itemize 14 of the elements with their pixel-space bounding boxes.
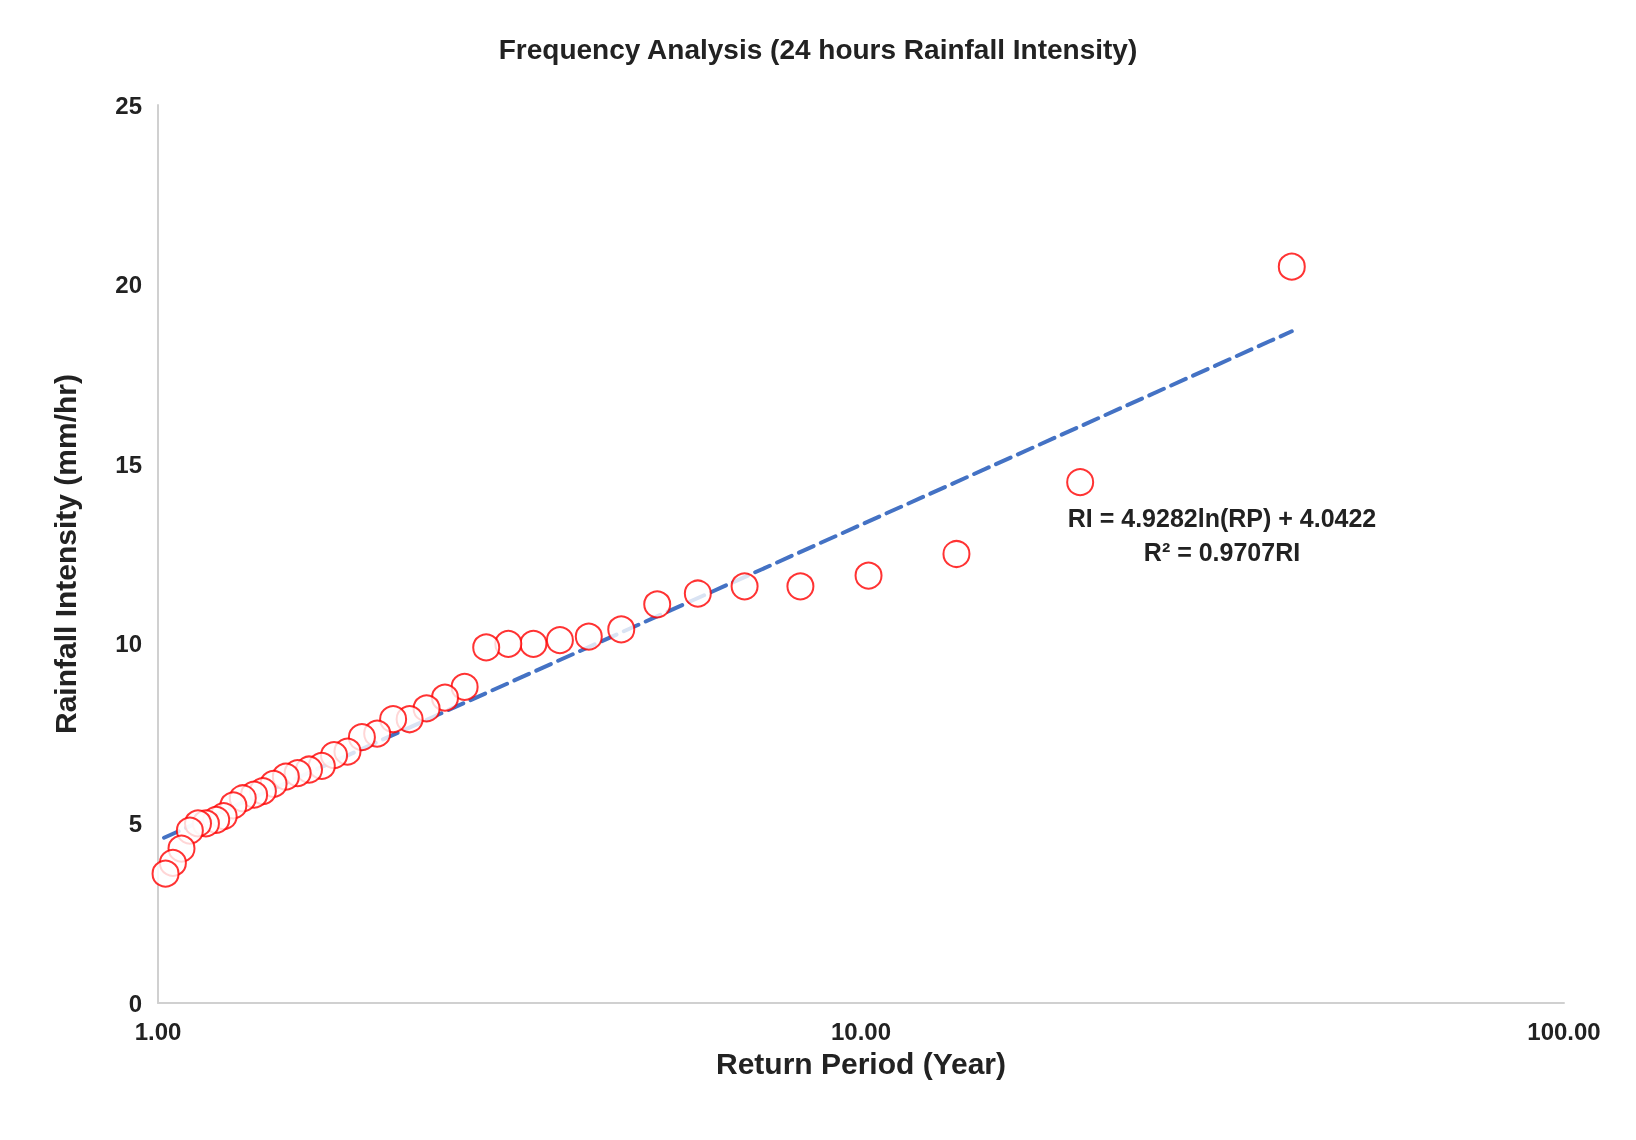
y-tick-label: 25 — [115, 91, 142, 119]
x-axis-title: Return Period (Year) — [715, 1046, 1007, 1080]
y-axis-title: Rainfall Intensity (mm/hr) — [48, 373, 82, 735]
annotation: RI = 4.9282ln(RP) + 4.0422 — [1067, 503, 1377, 532]
x-tick-label: 10.00 — [830, 1017, 892, 1045]
y-tick-label: 20 — [115, 271, 142, 299]
y-tick-label: 10 — [115, 630, 142, 658]
y-tick-label: 5 — [128, 809, 142, 837]
y-tick-label: 0 — [128, 989, 142, 1017]
chart-title: Frequency Analysis (24 hours Rainfall Intensity) — [498, 33, 1138, 65]
y-tick-label: 15 — [115, 450, 142, 478]
x-tick-label: 1.00 — [134, 1017, 182, 1045]
annotation: R² = 0.9707RI — [1143, 537, 1301, 566]
x-tick-label: 100.00 — [1527, 1017, 1601, 1045]
